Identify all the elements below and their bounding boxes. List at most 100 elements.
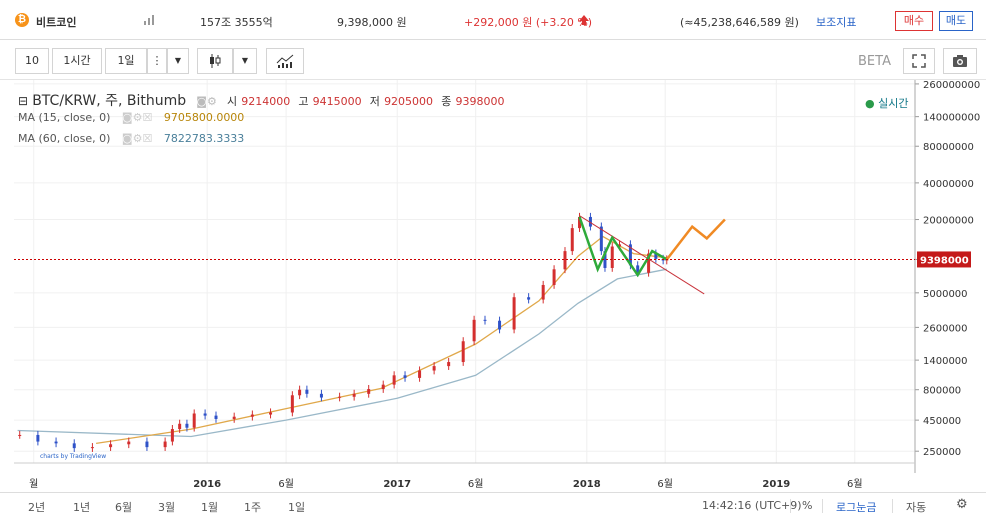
ma60-line (17, 268, 667, 438)
candle-body (305, 389, 309, 394)
coin-name: 비트코인 (36, 16, 77, 29)
y-tick-label: 250000 (923, 447, 961, 458)
x-tick-label: 2016 (193, 479, 221, 490)
sell-button[interactable]: 매도 (939, 11, 973, 31)
fullscreen-icon[interactable] (903, 48, 935, 74)
close-value: 9398000 (455, 95, 505, 108)
candle-body (269, 412, 273, 415)
indicator-link[interactable]: 보조지표 (816, 16, 857, 29)
y-tick-label: 80000000 (923, 142, 974, 153)
candle-body (18, 434, 22, 436)
trend-line (579, 215, 705, 295)
price-change: +292,000 원 (+3.20 %) (464, 16, 593, 29)
settings-icon[interactable]: ◙⚙ (196, 95, 217, 108)
camera-icon[interactable] (943, 48, 977, 74)
range-2y[interactable]: 2년 (28, 501, 46, 514)
candle-body (563, 251, 567, 270)
candle-body (352, 393, 356, 397)
candle-body (618, 244, 622, 247)
range-1m[interactable]: 1월 (201, 501, 219, 514)
ma60-settings-icon[interactable]: ◙⚙☒ (121, 132, 153, 145)
log-scale-toggle[interactable]: 로그눈금 (836, 501, 877, 514)
candle-body (392, 375, 396, 385)
x-tick-label: 월 (29, 478, 38, 490)
candle-body (338, 396, 342, 398)
close-label: 종 (441, 95, 452, 108)
candle-body (541, 284, 545, 300)
high-value: 9415000 (312, 95, 362, 108)
x-tick-label: 2017 (383, 479, 411, 490)
candle-body (203, 413, 207, 416)
candle-body (403, 375, 407, 378)
y-tick-label: 5000000 (923, 289, 968, 300)
more-dots-icon[interactable]: ⋮ (147, 48, 167, 74)
candle-body (588, 216, 592, 227)
interval-hour-button[interactable]: 1시간 (52, 48, 102, 74)
percent-toggle[interactable]: % (802, 499, 813, 512)
candle-body (552, 269, 556, 285)
x-tick-label: 6월 (657, 478, 673, 490)
ma15-line (96, 235, 667, 445)
buy-button[interactable]: 매수 (895, 11, 933, 31)
candle-body (185, 423, 189, 428)
range-1d[interactable]: 1일 (288, 501, 306, 514)
candle-body (599, 226, 603, 252)
tradingview-watermark[interactable]: charts by TradingView (40, 453, 106, 460)
ma15-label: MA (15, close, 0) (18, 111, 111, 124)
candle-body (290, 395, 294, 413)
candle-body (298, 389, 302, 396)
divider (790, 499, 791, 513)
candle-body (367, 389, 371, 394)
candle-body (578, 216, 582, 229)
range-1y[interactable]: 1년 (73, 501, 91, 514)
candle-body (610, 246, 614, 268)
y-tick-label: 2600000 (923, 323, 968, 334)
current-price-badge (917, 251, 971, 268)
candle-body (527, 297, 531, 300)
x-tick-label: 2019 (762, 479, 790, 490)
candle-type-icon[interactable] (197, 48, 233, 74)
gear-icon[interactable]: ⚙ (956, 497, 968, 512)
ma60-value: 7822783.3333 (163, 132, 245, 145)
candle-body (109, 444, 113, 448)
arrow-up-icon (579, 15, 589, 25)
candle-body (36, 434, 40, 442)
current-price: 9,398,000 원 (337, 16, 407, 29)
open-value: 9214000 (241, 95, 291, 108)
live-label: 실시간 (878, 97, 909, 110)
chart-legend: ⊟ BTC/KRW, 주, Bithumb ◙⚙ 시 9214000 고 941… (18, 90, 504, 153)
range-bar: 2년 1년 6월 3월 1월 1주 1일 14:42:16 (UTC+9) % … (0, 492, 986, 519)
divider (822, 499, 823, 513)
candle-body (214, 415, 218, 419)
range-1w[interactable]: 1주 (244, 501, 262, 514)
candle-body (447, 362, 451, 367)
range-6m[interactable]: 6월 (115, 501, 133, 514)
candle-body (178, 423, 182, 430)
low-label: 저 (369, 95, 380, 108)
candle-body (418, 370, 422, 378)
live-dot-icon: ● (865, 97, 875, 110)
collapse-icon[interactable]: ⊟ (18, 94, 29, 108)
ma15-value: 9705800.0000 (163, 111, 245, 124)
price-chart[interactable]: 260000000 140000000 80000000 40000000 200000… (14, 80, 986, 492)
pattern-line (578, 216, 668, 278)
auto-scale-toggle[interactable]: 자동 (906, 501, 927, 514)
ma15-settings-icon[interactable]: ◙⚙☒ (121, 111, 153, 124)
high-label: 고 (298, 95, 309, 108)
x-tick-label: 6월 (847, 478, 863, 490)
indicators-icon[interactable] (266, 48, 304, 74)
candle-body (654, 253, 658, 259)
ticker-header: ₿ 비트코인 157조 3555억 9,398,000 원 +292,000 원… (0, 0, 986, 40)
chart-type-dropdown-icon[interactable]: ▼ (233, 48, 257, 74)
range-3m[interactable]: 3월 (158, 501, 176, 514)
low-value: 9205000 (384, 95, 434, 108)
candle-body (54, 441, 58, 444)
interval-input[interactable]: 10 (15, 48, 49, 74)
chevron-down-icon[interactable]: ▼ (167, 48, 189, 74)
candle-body (512, 297, 516, 330)
y-tick-label: 40000000 (923, 179, 974, 190)
interval-day-button[interactable]: 1일 (105, 48, 147, 74)
x-tick-label: 2018 (573, 479, 601, 490)
market-cap: 157조 3555억 (200, 16, 273, 29)
candle-body (192, 413, 196, 428)
